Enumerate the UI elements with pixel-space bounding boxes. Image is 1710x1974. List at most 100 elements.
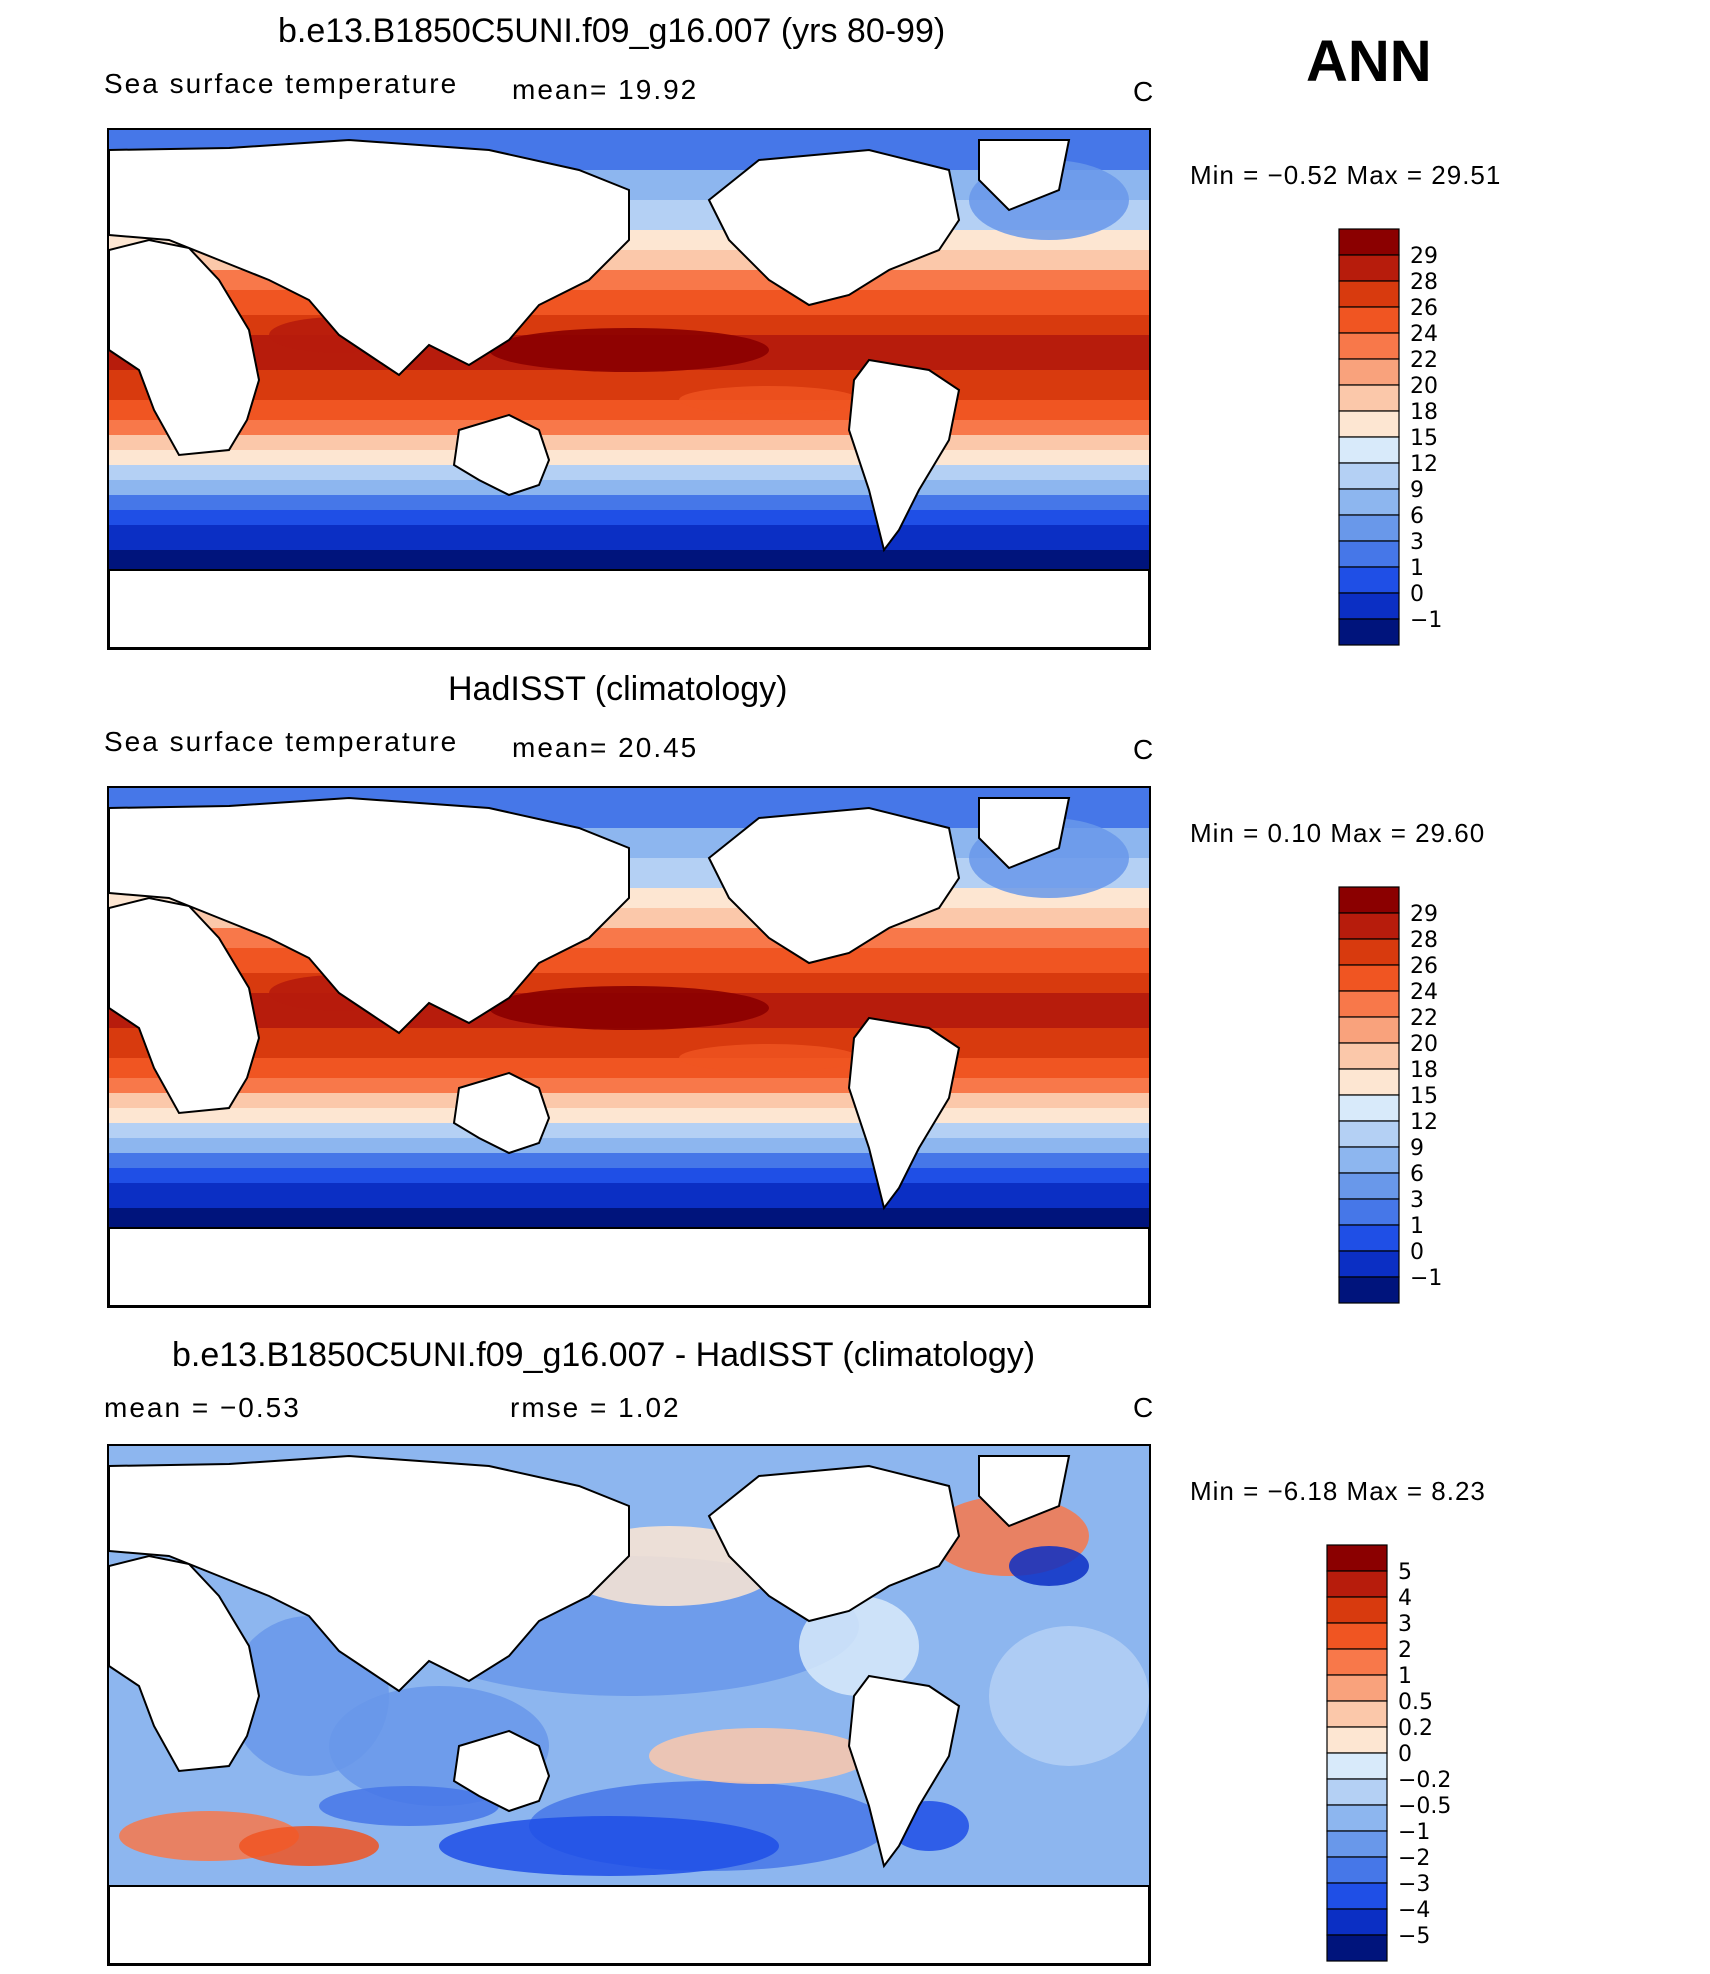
land-mass — [978, 1455, 1071, 1528]
colorbar-level-label: 15 — [1410, 1084, 1438, 1109]
land-mass — [452, 413, 551, 497]
colorbar-level-label: 28 — [1410, 928, 1438, 953]
colorbar-swatch — [1338, 912, 1400, 940]
colorbar-swatch — [1338, 384, 1400, 412]
land-mass — [847, 1016, 961, 1211]
panel-2-mean: mean= 20.45 — [512, 732, 699, 763]
colorbar-level-label: 2 — [1398, 1638, 1412, 1663]
colorbar-level-label: −2 — [1398, 1846, 1430, 1871]
colorbar-swatch — [1338, 1172, 1400, 1200]
colorbar-level-label: −1 — [1398, 1820, 1430, 1845]
colorbar-swatch — [1326, 1908, 1388, 1936]
colorbar-swatch — [1338, 592, 1400, 620]
land-mass — [707, 806, 961, 965]
colorbar-level-label: −0.5 — [1398, 1794, 1451, 1819]
panel-3-colorbar: 5 4 3 2 1 0.5 0.2 0 −0.2 −0.5 −1 −2 −3 −4 −5 — [1326, 1544, 1486, 1964]
colorbar-swatch — [1338, 1146, 1400, 1174]
colorbar-swatch — [1338, 964, 1400, 992]
colorbar-swatch — [1338, 540, 1400, 568]
colorbar-swatch — [1338, 254, 1400, 282]
colorbar-level-label: −4 — [1398, 1898, 1430, 1923]
panel-3-mean: mean = −0.53 — [104, 1392, 301, 1423]
colorbar-level-label: 0.5 — [1398, 1690, 1433, 1715]
panel-2-units: C — [1133, 734, 1156, 765]
colorbar-swatch — [1338, 886, 1400, 914]
land-mass — [109, 1454, 630, 1693]
land-mass — [707, 148, 961, 307]
colorbar-level-label: 22 — [1410, 348, 1438, 373]
colorbar-level-label: 18 — [1410, 400, 1438, 425]
season-label: ANN — [1306, 29, 1432, 94]
land-mass — [707, 1464, 961, 1623]
land-mass — [109, 1227, 1149, 1306]
colorbar-swatch — [1326, 1856, 1388, 1884]
colorbar-swatch — [1338, 1250, 1400, 1278]
colorbar-level-label: −3 — [1398, 1872, 1430, 1897]
colorbar-level-label: −1 — [1410, 608, 1442, 633]
panel-2-variable: Sea surface temperature — [104, 726, 459, 757]
colorbar-swatch — [1326, 1544, 1388, 1572]
land-mass — [978, 797, 1071, 870]
colorbar-swatch — [1326, 1882, 1388, 1910]
colorbar-level-label: −5 — [1398, 1924, 1430, 1949]
colorbar-swatch — [1326, 1830, 1388, 1858]
colorbar-swatch — [1338, 280, 1400, 308]
panel-2-min-max: Min = 0.10 Max = 29.60 — [1190, 818, 1486, 848]
panel-2-colorbar: 29 28 26 24 22 20 18 15 12 9 6 3 1 0 −1 — [1338, 886, 1498, 1306]
colorbar-level-label: 24 — [1410, 980, 1438, 1005]
colorbar-level-label: 4 — [1398, 1586, 1412, 1611]
land-mass — [109, 138, 630, 377]
colorbar-swatch — [1338, 938, 1400, 966]
colorbar-level-label: 20 — [1410, 1032, 1438, 1057]
colorbar-swatch — [1338, 488, 1400, 516]
colorbar-level-label: 26 — [1410, 296, 1438, 321]
land-mass — [109, 1885, 1149, 1964]
colorbar-level-label: 3 — [1398, 1612, 1412, 1637]
colorbar-swatch — [1338, 1198, 1400, 1226]
panel-3-min-max: Min = −6.18 Max = 8.23 — [1190, 1476, 1486, 1506]
panel-1-mean: mean= 19.92 — [512, 74, 699, 105]
panel-3-rmse: rmse = 1.02 — [510, 1392, 681, 1423]
colorbar-level-label: 6 — [1410, 1162, 1424, 1187]
colorbar-swatch — [1326, 1934, 1388, 1962]
colorbar-swatch — [1338, 436, 1400, 464]
colorbar-level-label: 12 — [1410, 452, 1438, 477]
land-mass — [109, 569, 1149, 648]
colorbar-swatch — [1338, 332, 1400, 360]
colorbar-level-label: 22 — [1410, 1006, 1438, 1031]
panel-3-title: b.e13.B1850C5UNI.f09_g16.007 - HadISST (… — [172, 1336, 1036, 1374]
colorbar-level-label: 12 — [1410, 1110, 1438, 1135]
colorbar-level-label: 24 — [1410, 322, 1438, 347]
land-mass — [452, 1729, 551, 1813]
colorbar-level-label: 18 — [1410, 1058, 1438, 1083]
colorbar-level-label: 9 — [1410, 478, 1424, 503]
colorbar-level-label: 29 — [1410, 244, 1438, 269]
panel-3-units: C — [1133, 1392, 1156, 1423]
colorbar-level-label: 28 — [1410, 270, 1438, 295]
colorbar-swatch — [1338, 358, 1400, 386]
colorbar-swatch — [1326, 1778, 1388, 1806]
colorbar-level-label: 0 — [1410, 582, 1424, 607]
land-mass — [978, 139, 1071, 212]
colorbar-level-label: −1 — [1410, 1266, 1442, 1291]
colorbar-level-label: 15 — [1410, 426, 1438, 451]
colorbar-level-label: 9 — [1410, 1136, 1424, 1161]
colorbar-level-label: 1 — [1410, 1214, 1424, 1239]
land-mass — [847, 1674, 961, 1869]
colorbar-swatch — [1326, 1700, 1388, 1728]
colorbar-swatch — [1326, 1596, 1388, 1624]
colorbar-swatch — [1326, 1648, 1388, 1676]
colorbar-swatch — [1338, 306, 1400, 334]
panel-1-title: b.e13.B1850C5UNI.f09_g16.007 (yrs 80-99) — [278, 12, 946, 50]
colorbar-swatch — [1338, 514, 1400, 542]
panel-3-map — [107, 1444, 1151, 1966]
colorbar-swatch — [1338, 228, 1400, 256]
colorbar-level-label: 0 — [1410, 1240, 1424, 1265]
colorbar-swatch — [1326, 1622, 1388, 1650]
land-mass — [452, 1071, 551, 1155]
panel-1-colorbar: 29 28 26 24 22 20 18 15 12 9 6 3 1 0 −1 — [1338, 228, 1498, 648]
panel-2-map — [107, 786, 1151, 1308]
panel-1-map — [107, 128, 1151, 650]
panel-1-units: C — [1133, 76, 1156, 107]
panel-1-field — [109, 130, 1149, 648]
